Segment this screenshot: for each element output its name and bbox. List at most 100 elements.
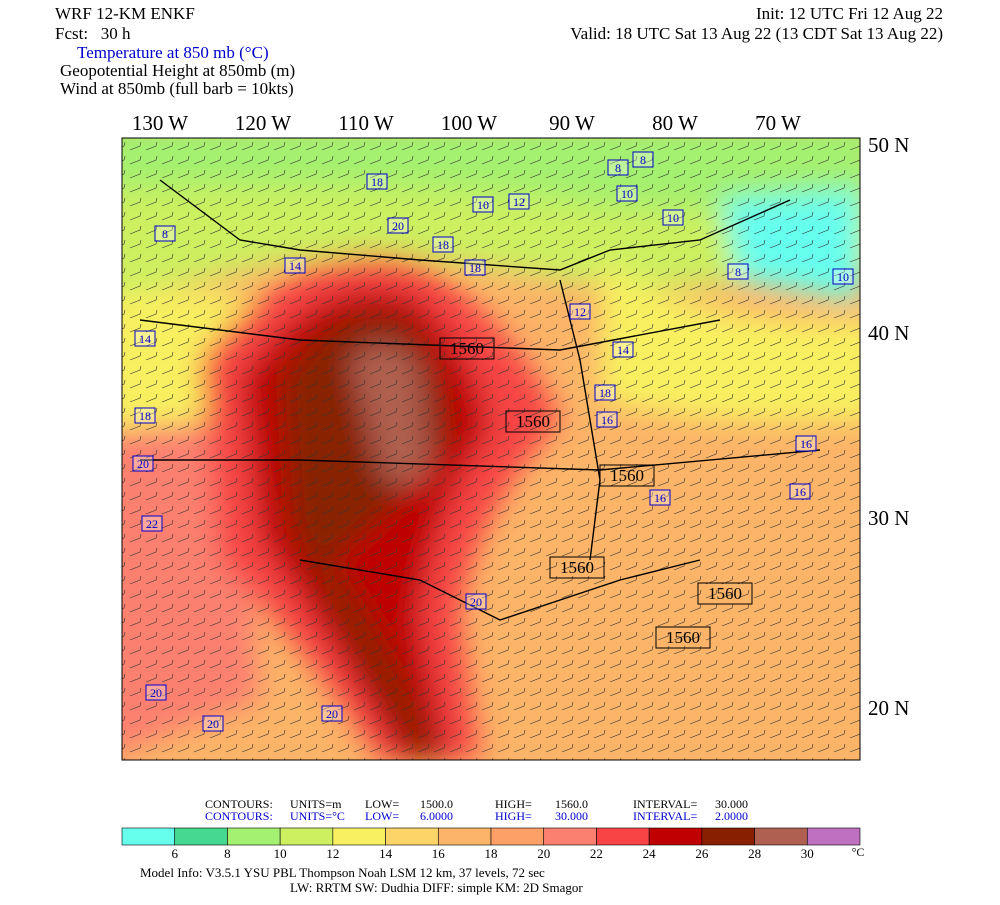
- temp-label: 10: [837, 270, 849, 284]
- colorbar-box: [596, 827, 650, 846]
- colorbar-label: 12: [326, 846, 339, 861]
- contour-info: CONTOURS:: [205, 809, 273, 823]
- height-label: 1560: [560, 558, 594, 577]
- contour-info: 1500.0: [420, 797, 453, 811]
- colorbar-label: 10: [274, 846, 287, 861]
- temp-label: 16: [601, 413, 613, 427]
- temp-label: 8: [640, 153, 646, 167]
- temp-label: 18: [599, 386, 611, 400]
- colorbar-label: 26: [695, 846, 709, 861]
- init: Init: 12 UTC Fri 12 Aug 22: [756, 4, 943, 23]
- temp-label: 16: [794, 485, 806, 499]
- map-frame: [121, 137, 861, 761]
- colorbar-box: [332, 827, 386, 846]
- temp-label: 20: [326, 707, 338, 721]
- lat-label: 20 N: [868, 696, 909, 720]
- contour-info: HIGH=: [495, 809, 532, 823]
- height-label-box: [697, 582, 753, 605]
- colorbar-label: 30: [801, 846, 814, 861]
- colorbar-label: 6: [171, 846, 178, 861]
- contour-info: LOW=: [365, 797, 399, 811]
- temp-label: 14: [289, 259, 301, 273]
- temp-label: 18: [139, 409, 151, 423]
- temp-label-box: [594, 384, 616, 401]
- temp-label-box: [366, 173, 388, 190]
- model: WRF 12-KM ENKF: [55, 4, 195, 23]
- height-label: 1560: [516, 412, 550, 431]
- contour-info: 30.000: [715, 797, 748, 811]
- fcst: Fcst: 30 h: [55, 24, 131, 43]
- lon-label: 110 W: [338, 111, 394, 135]
- temp-label-box: [795, 435, 817, 452]
- temp-label-box: [832, 268, 854, 285]
- contour-info: UNITS=m: [290, 797, 342, 811]
- colorbar-label: 24: [643, 846, 657, 861]
- contour-info: 2.0000: [715, 809, 748, 823]
- height-label-box: [439, 337, 495, 360]
- field: Temperature at 850 mb (°C): [77, 43, 269, 62]
- height-label-box: [599, 464, 655, 487]
- height-label-box: [655, 626, 711, 649]
- temp-label: 12: [513, 195, 525, 209]
- temp-label: 18: [437, 238, 449, 252]
- contour-info: INTERVAL=: [633, 797, 697, 811]
- temp-label-box: [472, 196, 494, 213]
- temp-label-box: [284, 257, 306, 274]
- lon-label: 100 W: [441, 111, 497, 135]
- temp-label-box: [202, 715, 224, 732]
- temp-label: 14: [617, 343, 629, 357]
- colorbar-box: [648, 827, 703, 846]
- colorbar-label: 28: [748, 846, 761, 861]
- temp-label-box: [465, 593, 487, 610]
- colorbar-box: [227, 827, 281, 846]
- colorbar-box: [121, 827, 176, 846]
- contour-info: UNITS=°C: [290, 809, 345, 823]
- colorbar-label: 18: [485, 846, 498, 861]
- temp-label: 8: [615, 161, 621, 175]
- temp-label: 20: [207, 717, 219, 731]
- colorbar-box: [543, 827, 597, 846]
- colorbar-label: 16: [432, 846, 446, 861]
- temp-label-box: [141, 515, 163, 532]
- temp-label: 16: [654, 491, 666, 505]
- lon-label: 70 W: [755, 111, 801, 135]
- height-label-box: [505, 410, 561, 433]
- colorbar-unit: °C: [852, 845, 865, 859]
- temp-label-box: [607, 159, 629, 176]
- temp-label: 12: [574, 305, 586, 319]
- height-label: 1560: [708, 584, 742, 603]
- colorbar-label: 8: [224, 846, 231, 861]
- temp-label: 20: [150, 686, 162, 700]
- temp-label-box: [569, 303, 591, 320]
- contour-info: LOW=: [365, 809, 399, 823]
- lat-label: 30 N: [868, 506, 909, 530]
- height-label: 1560: [666, 628, 700, 647]
- temp-label-box: [789, 483, 811, 500]
- temp-label: 18: [371, 175, 383, 189]
- temp-label-box: [632, 151, 654, 168]
- colorbar-box: [385, 827, 439, 846]
- contour-info: INTERVAL=: [633, 809, 697, 823]
- height-label-box: [549, 556, 605, 579]
- height-label: 1560: [450, 339, 484, 358]
- temp-label: 20: [470, 595, 482, 609]
- lat-label: 40 N: [868, 321, 909, 345]
- colorbar-box: [701, 827, 755, 846]
- temp-label: 10: [477, 198, 489, 212]
- temp-label-box: [464, 259, 486, 276]
- temp-label-box: [134, 407, 156, 424]
- temp-label-box: [145, 684, 167, 701]
- footer: LW: RRTM SW: Dudhia DIFF: simple KM: 2D …: [290, 880, 583, 895]
- temp-label: 10: [621, 187, 633, 201]
- lon-label: 90 W: [549, 111, 595, 135]
- temp-label-box: [432, 236, 454, 253]
- map: [122, 138, 860, 760]
- temp-label-box: [387, 217, 409, 234]
- temp-label-box: [612, 341, 634, 358]
- temp-label-box: [134, 330, 156, 347]
- colorbar-box: [437, 827, 492, 846]
- footer: Model Info: V3.5.1 YSU PBL Thompson Noah…: [140, 865, 545, 880]
- temp-label: 20: [137, 457, 149, 471]
- lon-label: 80 W: [652, 111, 698, 135]
